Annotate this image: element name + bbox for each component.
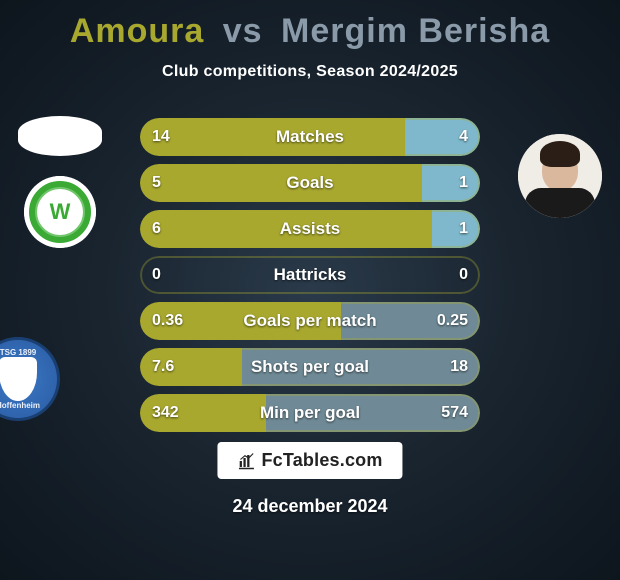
player2-photo (518, 134, 602, 218)
hoffenheim-bottom-text: Hoffenheim (0, 401, 40, 410)
stat-row: 51Goals (140, 164, 480, 202)
stats-container: 144Matches 51Goals 61Assists 00Hattricks 0.3… (140, 118, 480, 440)
player2-name: Mergim Berisha (281, 12, 550, 50)
chart-icon (237, 452, 255, 470)
stat-label: Hattricks (140, 265, 480, 285)
page-title: Amoura vs Mergim Berisha (0, 0, 620, 51)
stat-label: Assists (140, 219, 480, 239)
player1-photo (18, 116, 102, 156)
subtitle: Club competitions, Season 2024/2025 (0, 63, 620, 81)
brand-text: FcTables.com (261, 450, 382, 471)
stat-label: Goals (140, 173, 480, 193)
date-label: 24 december 2024 (0, 496, 620, 517)
stat-label: Goals per match (140, 311, 480, 331)
hoffenheim-top-text: TSG 1899 (0, 348, 36, 357)
stat-row: 61Assists (140, 210, 480, 248)
stat-row: 0.360.25Goals per match (140, 302, 480, 340)
player1-club-logo: W (24, 176, 96, 248)
stat-label: Min per goal (140, 403, 480, 423)
stat-label: Shots per goal (140, 357, 480, 377)
player2-club-logo: TSG 1899 Hoffenheim (0, 337, 60, 421)
stat-row: 342574Min per goal (140, 394, 480, 432)
stat-row: 144Matches (140, 118, 480, 156)
player1-name: Amoura (70, 12, 204, 50)
stat-label: Matches (140, 127, 480, 147)
stat-row: 7.618Shots per goal (140, 348, 480, 386)
vs-label: vs (223, 12, 263, 50)
brand-badge: FcTables.com (217, 442, 402, 479)
stat-row: 00Hattricks (140, 256, 480, 294)
